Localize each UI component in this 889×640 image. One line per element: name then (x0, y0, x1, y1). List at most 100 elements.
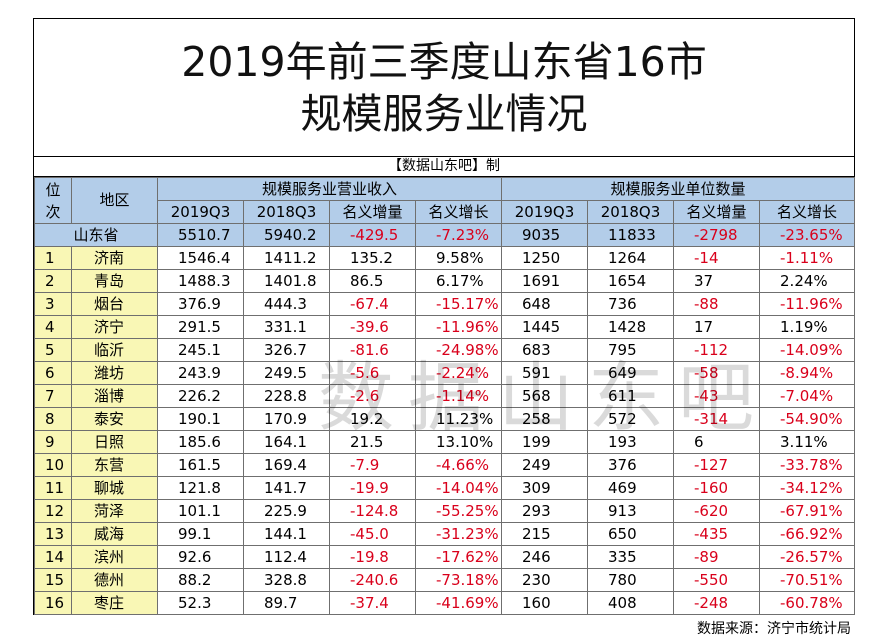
rank-cell: 14 (34, 545, 72, 569)
table-row: 2 青岛 1488.3 1401.8 86.5 6.17% 1691 1654 37 2.24% (34, 269, 856, 293)
city-cell: 潍坊 (71, 361, 158, 385)
table-cell: 328.8 (243, 568, 330, 592)
credit-line: 【数据山东吧】制 (34, 157, 854, 177)
table-cell: -70.51% (759, 568, 856, 592)
col-header: 名义增量 (673, 200, 761, 224)
table-cell: -127 (673, 453, 761, 477)
table-cell: 331.1 (243, 315, 330, 339)
table-cell: 89.7 (243, 591, 330, 615)
col-header: 2019Q3 (157, 200, 244, 224)
table-cell: -240.6 (329, 568, 416, 592)
table-cell: 1.19% (759, 315, 856, 339)
table-cell: -11.96% (414, 315, 503, 339)
table-row: 3 烟台 376.9 444.3 -67.4 -15.17% 648 736 -88 -11.96… (34, 292, 856, 316)
table-cell: 161.5 (157, 453, 244, 477)
table-cell: 913 (587, 499, 675, 523)
table-cell: 1488.3 (157, 269, 244, 293)
table-cell: 101.1 (157, 499, 244, 523)
table-cell: 245.1 (157, 338, 244, 362)
table-cell: 1654 (587, 269, 675, 293)
table-cell: 326.7 (243, 338, 330, 362)
table-cell: 1546.4 (157, 246, 244, 270)
table-cell: -160 (673, 476, 761, 500)
data-table: 位次 地区 规模服务业营业收入 规模服务业单位数量 2019Q3 2018Q3 … (34, 177, 856, 615)
rank-header: 位次 (34, 177, 72, 224)
table-cell: -7.23% (414, 223, 503, 247)
table-cell: 683 (501, 338, 589, 362)
table-cell: -39.6 (329, 315, 416, 339)
table-cell: 243.9 (157, 361, 244, 385)
rank-cell: 2 (34, 269, 72, 293)
table-cell: -58 (673, 361, 761, 385)
table-cell: 135.2 (329, 246, 416, 270)
table-cell: 1445 (501, 315, 589, 339)
table-body: 山东省 5510.7 5940.2 -429.5 -7.23% 9035 11833 -279… (34, 223, 856, 615)
table-cell: -60.78% (759, 591, 856, 615)
table-cell: -1.14% (414, 384, 503, 408)
table-cell: -11.96% (759, 292, 856, 316)
table-cell: -14.09% (759, 338, 856, 362)
rank-cell: 10 (34, 453, 72, 477)
table-cell: -26.57% (759, 545, 856, 569)
table-cell: -2.6 (329, 384, 416, 408)
table-cell: 444.3 (243, 292, 330, 316)
table-cell: 190.1 (157, 407, 244, 431)
table-row: 12 菏泽 101.1 225.9 -124.8 -55.25% 293 913 -620 -67… (34, 499, 856, 523)
city-cell: 烟台 (71, 292, 158, 316)
table-cell: 649 (587, 361, 675, 385)
table-cell: 5940.2 (243, 223, 330, 247)
city-cell: 威海 (71, 522, 158, 546)
table-cell: 37 (673, 269, 761, 293)
table-cell: -14.04% (414, 476, 503, 500)
table-cell: 650 (587, 522, 675, 546)
table-cell: 2.24% (759, 269, 856, 293)
table-cell: -314 (673, 407, 761, 431)
table-cell: 193 (587, 430, 675, 454)
col-header: 名义增长 (759, 200, 856, 224)
table-cell: 291.5 (157, 315, 244, 339)
table-row: 10 东营 161.5 169.4 -7.9 -4.66% 249 376 -127 -33.78… (34, 453, 856, 477)
table-cell: -24.98% (414, 338, 503, 362)
table-cell: -55.25% (414, 499, 503, 523)
table-cell: 92.6 (157, 545, 244, 569)
table-cell: 11.23% (414, 407, 503, 431)
rank-cell: 15 (34, 568, 72, 592)
table-cell: -4.66% (414, 453, 503, 477)
rank-cell: 4 (34, 315, 72, 339)
table-cell: -124.8 (329, 499, 416, 523)
table-row: 16 枣庄 52.3 89.7 -37.4 -41.69% 160 408 -248 -60.78… (34, 591, 856, 615)
rank-cell: 7 (34, 384, 72, 408)
table-cell: 169.4 (243, 453, 330, 477)
table-row: 5 临沂 245.1 326.7 -81.6 -24.98% 683 795 -112 -14.0… (34, 338, 856, 362)
table-cell: -248 (673, 591, 761, 615)
table-cell: 469 (587, 476, 675, 500)
table-cell: 408 (587, 591, 675, 615)
table-row: 13 威海 99.1 144.1 -45.0 -31.23% 215 650 -435 -66.9… (34, 522, 856, 546)
table-cell: 309 (501, 476, 589, 500)
units-group-header: 规模服务业单位数量 (501, 177, 856, 201)
table-cell: 13.10% (414, 430, 503, 454)
table-cell: 249 (501, 453, 589, 477)
table-cell: 246 (501, 545, 589, 569)
spreadsheet: 2019年前三季度山东省16市 规模服务业情况 【数据山东吧】制 位次 地区 规… (33, 18, 856, 615)
city-cell: 枣庄 (71, 591, 158, 615)
table-row: 7 淄博 226.2 228.8 -2.6 -1.14% 568 611 -43 -7.04% (34, 384, 856, 408)
table-cell: -66.92% (759, 522, 856, 546)
table-cell: -17.62% (414, 545, 503, 569)
table-cell: 1250 (501, 246, 589, 270)
city-cell: 菏泽 (71, 499, 158, 523)
col-header: 2018Q3 (243, 200, 330, 224)
table-cell: 6 (673, 430, 761, 454)
table-cell: 376.9 (157, 292, 244, 316)
region-header: 地区 (71, 177, 158, 224)
source-note: 数据来源：济宁市统计局 (695, 620, 853, 638)
title-line-2: 规模服务业情况 (300, 89, 588, 138)
title-line-1: 2019年前三季度山东省16市 (181, 37, 707, 86)
city-cell: 日照 (71, 430, 158, 454)
city-cell: 临沂 (71, 338, 158, 362)
table-cell: -15.17% (414, 292, 503, 316)
table-row: 1 济南 1546.4 1411.2 135.2 9.58% 1250 1264 -14 -1.1… (34, 246, 856, 270)
city-cell: 泰安 (71, 407, 158, 431)
rank-cell: 9 (34, 430, 72, 454)
table-cell: -435 (673, 522, 761, 546)
